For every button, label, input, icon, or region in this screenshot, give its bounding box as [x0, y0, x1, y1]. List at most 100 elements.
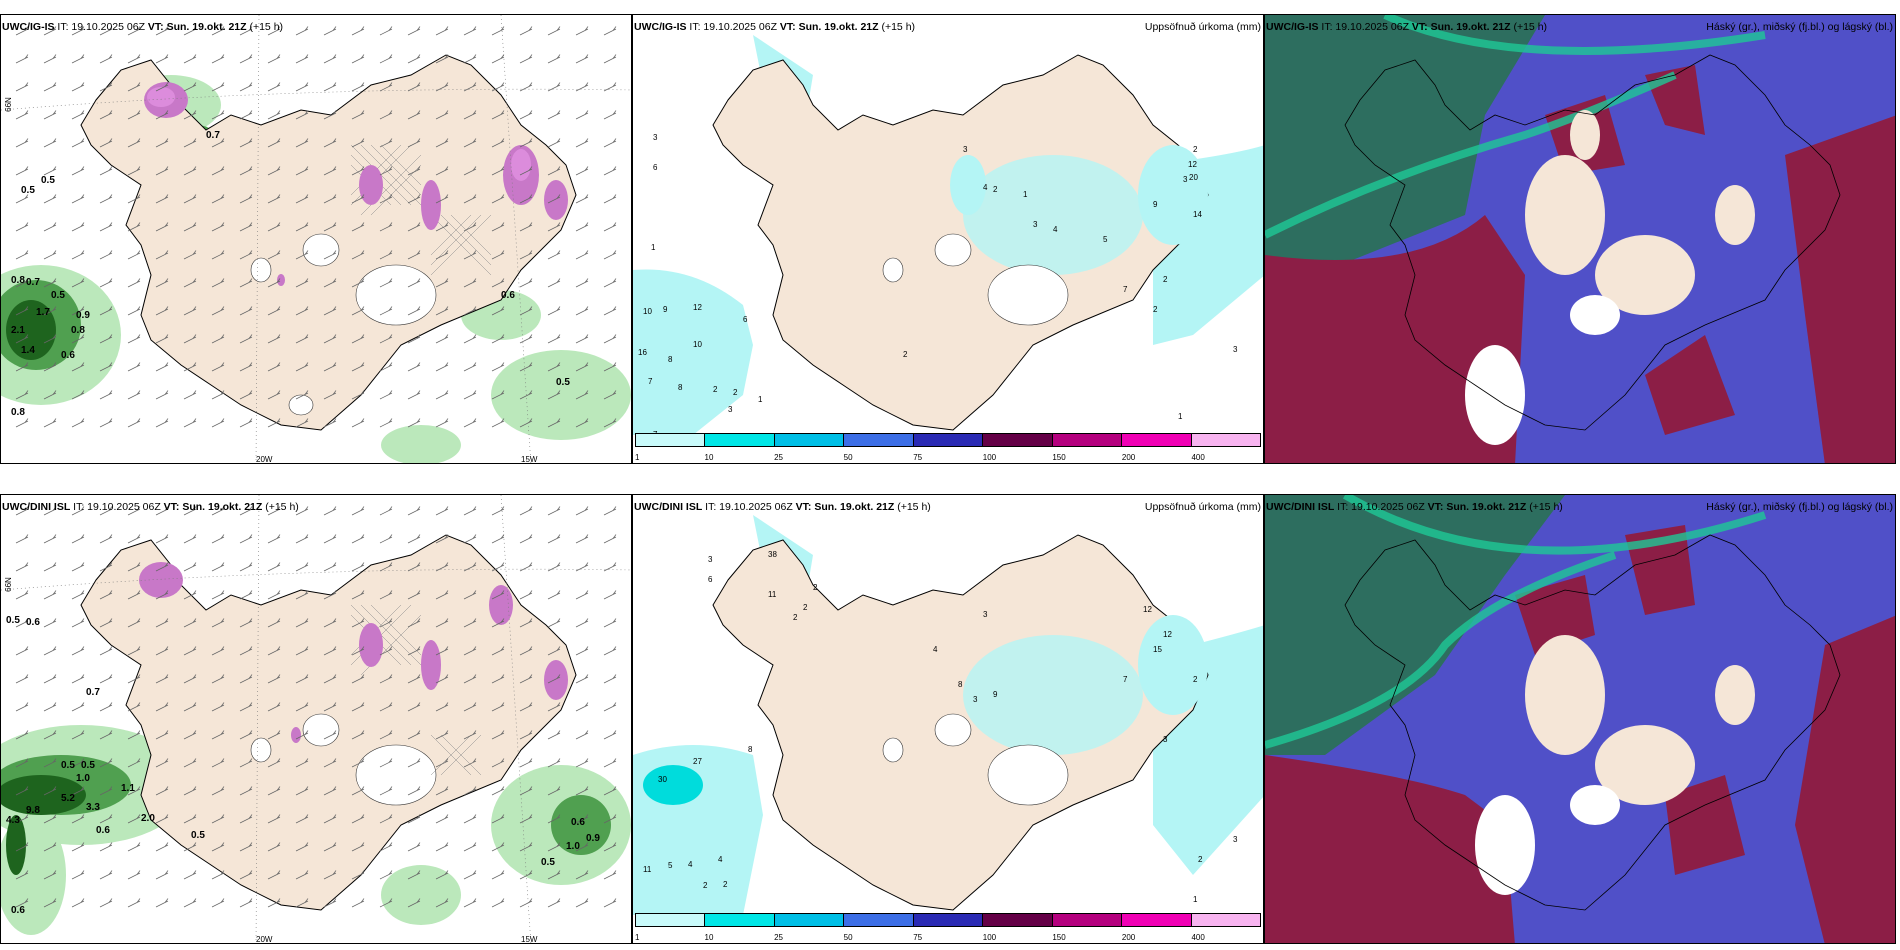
iceland-outline-clouds-bottom [1344, 534, 1841, 911]
legend-label: 75 [913, 933, 923, 942]
legend-precip-bottom [635, 913, 1261, 927]
legend-swatch [774, 914, 845, 926]
valid-time: Sun. 19.okt. 21Z [1446, 501, 1527, 513]
model-name: UWC/DINI ISL [634, 501, 703, 513]
legend-label: 200 [1121, 933, 1136, 942]
init-time: IT: 19.10.2025 06Z [1337, 501, 1425, 513]
precip-value-label: 0.7 [86, 687, 100, 698]
map-top-clouds[interactable] [1264, 14, 1896, 464]
lead-time: (+15 h) [881, 21, 916, 33]
accum-value-label: 4 [718, 855, 723, 864]
legend-swatch [844, 914, 914, 926]
precip-value-label: 0.7 [26, 277, 40, 288]
lead-time: (+15 h) [897, 501, 931, 513]
accum-value-label: 1 [1023, 190, 1028, 199]
accum-value-label: 8 [748, 745, 753, 754]
map-bottom-clouds-svg [1265, 495, 1895, 943]
legend-swatch [1191, 914, 1260, 926]
accum-value-label: 6 [708, 575, 713, 584]
legend-label: 25 [774, 933, 784, 942]
model-name: UWC/IG-IS [2, 21, 55, 33]
legend-swatch [1052, 914, 1123, 926]
legend-swatch [913, 914, 984, 926]
precip-value-label: 0.5 [61, 760, 75, 771]
precip-title: Uppsöfnuð úrkoma (mm) [1144, 21, 1261, 33]
map-top-accum-svg [633, 15, 1263, 463]
map-top-precip-wind[interactable]: 20W 15W 66N 0.7 0.5 0.5 0.8 0.7 0.5 0.9 1.7 2.1 0… [0, 14, 632, 464]
legend-swatch [774, 434, 845, 446]
accum-value-label: 2 [703, 881, 708, 890]
header-top-1: UWC/IG-IS IT: 19.10.2025 06Z VT: Sun. 19… [2, 20, 632, 34]
map-top-clouds-svg [1265, 15, 1895, 463]
accum-value-label: 10 [643, 307, 652, 316]
vt-prefix: VT: [779, 21, 796, 33]
accum-value-label: 8 [958, 680, 963, 689]
legend-label: 10 [704, 933, 714, 942]
precip-value-label: 0.6 [571, 817, 585, 828]
map-bottom-clouds[interactable] [1264, 494, 1896, 944]
map-bottom-accum[interactable]: 363811223027811544221324893121215732321 … [632, 494, 1264, 944]
vt-prefix: VT: [163, 501, 180, 513]
init-time: IT: 19.10.2025 06Z [705, 501, 793, 513]
accum-value-label: 5 [1103, 235, 1108, 244]
precip-title: Uppsöfnuð úrkoma (mm) [1144, 501, 1261, 513]
legend-label: 1 [635, 453, 640, 462]
legend-label: 400 [1191, 453, 1205, 462]
legend-label: 400 [1191, 933, 1205, 942]
vt-prefix: VT: [1427, 501, 1444, 513]
accum-value-label: 7 [1123, 675, 1128, 684]
accum-value-label: 6 [743, 315, 748, 324]
map-bottom-precip-wind[interactable]: 20W 15W 66N 0.5 0.6 0.7 0.5 0.5 1.0 9.8 5.2 3.3 1… [0, 494, 632, 944]
accum-value-label: 7 [1123, 285, 1128, 294]
legend-labels-top: 1 10 25 50 75 100 150 200 400 [635, 453, 1261, 463]
accum-value-label: 2 [1198, 855, 1203, 864]
accum-value-label: 2 [1193, 675, 1198, 684]
accum-value-label: 2 [723, 880, 728, 889]
precip-value-label: 4.3 [6, 815, 20, 826]
precip-value-label: 0.6 [501, 290, 515, 301]
legend-label: 100 [982, 453, 997, 462]
legend-label: 75 [913, 453, 923, 462]
accum-value-label: 3 [963, 145, 968, 154]
legend-swatch [913, 434, 984, 446]
lon-label-20w: 20W [256, 935, 273, 944]
lat-label-66n: 66N [3, 97, 13, 112]
map-top-accum[interactable]: 3611091261681078223171123421345793212201… [632, 14, 1264, 464]
legend-labels-bottom: 1 10 25 50 75 100 150 200 400 [635, 933, 1261, 943]
accum-value-label: 10 [693, 340, 702, 349]
accum-value-label: 6 [653, 163, 658, 172]
precip-value-label: 5.2 [61, 793, 75, 804]
accum-value-label: 2 [793, 613, 798, 622]
accum-value-label: 3 [1163, 735, 1168, 744]
precip-value-label: 2.0 [141, 813, 155, 824]
precip-value-label: 1.0 [76, 773, 90, 784]
accum-value-label: 2 [733, 388, 738, 397]
legend-label: 200 [1121, 453, 1136, 462]
iceland-outline-clouds [1344, 54, 1841, 431]
accum-value-label: 12 [693, 303, 702, 312]
legend-swatch [1122, 434, 1192, 446]
precip-value-label: 0.5 [81, 760, 95, 771]
accum-value-label: 30 [658, 775, 667, 784]
accum-value-label: 2 [903, 350, 908, 359]
header-bottom-1: UWC/DINI ISL IT: 19.10.2025 06Z VT: Sun.… [2, 500, 632, 514]
lead-time: (+15 h) [265, 501, 299, 513]
model-name: UWC/IG-IS [1266, 21, 1319, 33]
valid-time: Sun. 19.okt. 21Z [798, 21, 879, 33]
vt-prefix: VT: [1411, 21, 1428, 33]
precip-value-label: 0.6 [61, 350, 75, 361]
valid-time: Sun. 19.okt. 21Z [166, 21, 247, 33]
accum-value-label: 4 [688, 860, 693, 869]
legend-precip-top [635, 433, 1261, 447]
legend-swatch [844, 434, 914, 446]
accum-value-label: 3 [708, 555, 713, 564]
precip-value-label: 0.5 [21, 185, 35, 196]
accum-value-label: 3 [1233, 345, 1238, 354]
legend-label: 100 [982, 933, 997, 942]
header-top-2: UWC/IG-IS IT: 19.10.2025 06Z VT: Sun. 19… [634, 20, 1264, 34]
model-name: UWC/IG-IS [634, 21, 687, 33]
cloud-title: Háský (gr.), miðský (fj.bl.) og lágský (… [1706, 21, 1893, 33]
accum-value-label: 2 [993, 185, 998, 194]
accum-value-label: 2 [813, 583, 818, 592]
accum-value-label: 2 [803, 603, 808, 612]
